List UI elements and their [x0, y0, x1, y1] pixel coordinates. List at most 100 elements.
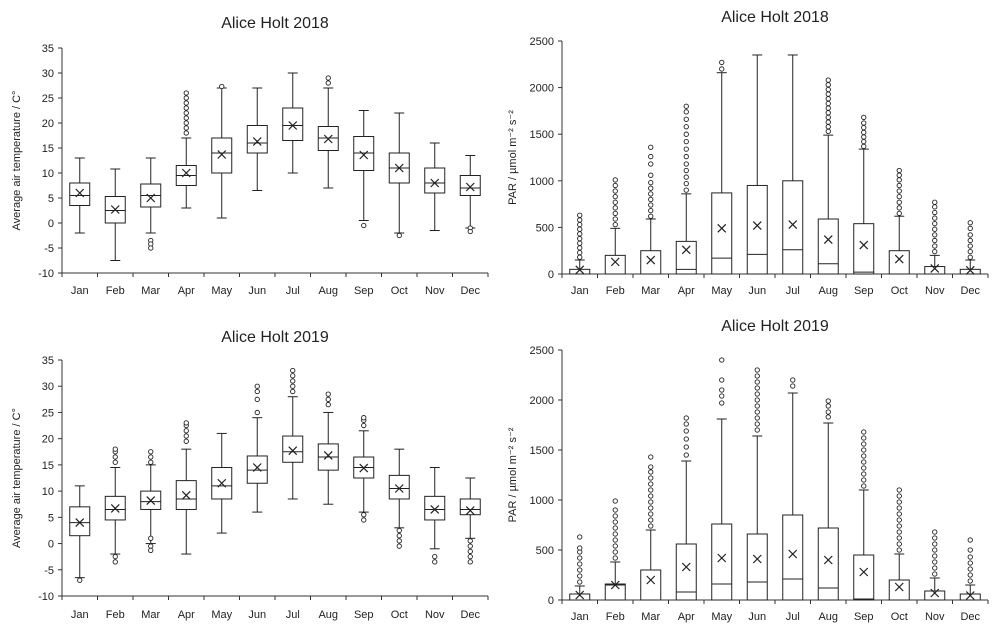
mean-marker [465, 182, 475, 192]
y-tick-label: 25 [42, 93, 54, 105]
mean-marker [610, 580, 620, 590]
y-axis-label: Average air temperature / C° [11, 91, 23, 231]
mean-marker [965, 265, 975, 275]
x-tick-label: Oct [391, 285, 408, 297]
outlier-point [719, 357, 725, 363]
outlier-point [183, 428, 189, 434]
outlier-point [896, 172, 902, 178]
outlier-point [932, 243, 938, 249]
box [459, 175, 481, 196]
box [888, 579, 910, 601]
outlier-point [825, 414, 831, 420]
outlier-point [825, 77, 831, 83]
x-tick-label: May [711, 611, 732, 623]
outlier-point [577, 217, 583, 223]
y-tick-label: 0 [548, 595, 554, 607]
x-tick-label: Sep [354, 609, 374, 621]
outlier-point [967, 560, 973, 566]
outlier-point [577, 240, 583, 246]
outlier-point [683, 436, 689, 442]
y-tick-label: 25 [42, 407, 54, 419]
mean-marker [788, 220, 798, 230]
outlier-point [683, 415, 689, 421]
outlier-point [612, 549, 618, 555]
outlier-point [612, 507, 618, 513]
box [388, 474, 410, 500]
outlier-point [861, 120, 867, 126]
outlier-point [648, 523, 654, 529]
outlier-point [825, 403, 831, 409]
outlier-point [932, 237, 938, 244]
x-tick-label: Feb [106, 285, 125, 297]
mean-marker [575, 590, 585, 600]
outlier-point [754, 385, 760, 391]
outlier-point [254, 383, 260, 389]
mean-marker [430, 178, 440, 188]
mean-marker [146, 193, 156, 203]
y-tick-label: 20 [42, 118, 54, 130]
outlier-point [825, 119, 831, 125]
y-tick-label: 30 [42, 68, 54, 80]
box [69, 182, 91, 206]
outlier-point [577, 245, 583, 251]
outlier-point [790, 377, 796, 383]
outlier-point [896, 511, 902, 517]
x-tick-label: Jul [286, 285, 300, 297]
box [711, 523, 733, 601]
outlier-point [861, 134, 867, 140]
outlier-point [467, 554, 473, 560]
outlier-point [577, 254, 583, 260]
x-tick-label: Jun [248, 285, 266, 297]
outlier-point [683, 180, 689, 187]
x-tick-label: Jun [248, 609, 266, 621]
outlier-point [577, 534, 583, 540]
outlier-point [648, 172, 654, 178]
outlier-point [932, 204, 938, 210]
outlier-point [896, 499, 902, 505]
y-axis-label: PAR / µmol m⁻² s⁻² [507, 427, 519, 522]
mean-marker [859, 567, 869, 577]
mean-marker [217, 150, 227, 159]
outlier-point [612, 537, 618, 543]
outlier-point [77, 577, 83, 583]
outlier-point [719, 377, 725, 383]
outlier-point [183, 110, 189, 116]
x-tick-label: Nov [925, 285, 945, 297]
outlier-point [612, 188, 618, 194]
box [640, 569, 662, 601]
outlier-point [896, 182, 902, 189]
mean-marker [75, 518, 85, 528]
mean-marker [465, 506, 475, 515]
chart-title: Alice Holt 2018 [721, 9, 829, 26]
outlier-point [219, 83, 225, 90]
outlier-point [577, 235, 583, 242]
outlier-point [967, 237, 973, 244]
x-tick-label: Jul [286, 609, 300, 621]
outlier-point [361, 422, 367, 429]
x-tick-label: Feb [606, 285, 625, 297]
outlier-point [825, 100, 831, 107]
box [675, 543, 697, 601]
outlier-point [932, 226, 938, 232]
box [604, 254, 626, 275]
outlier-point [577, 579, 583, 585]
x-tick-label: Sep [354, 285, 374, 297]
box [817, 218, 839, 275]
x-tick-label: Aug [818, 611, 838, 623]
y-tick-label: 20 [42, 434, 54, 446]
outlier-point [790, 383, 796, 389]
outlier-point [612, 555, 618, 561]
x-tick-label: Apr [678, 285, 695, 297]
outlier-point [825, 91, 831, 97]
outlier-point [361, 415, 367, 421]
x-tick-label: Sep [854, 285, 874, 297]
outlier-point [648, 144, 654, 150]
chart-svg-par-2019: Alice Holt 2019 PAR / µmol m⁻² s⁻² 0 500 100… [507, 318, 989, 623]
outlier-point [577, 212, 583, 218]
box [782, 180, 804, 275]
x-tick-label: Jun [748, 285, 766, 297]
outlier-point [396, 543, 402, 549]
box [853, 554, 875, 601]
y-tick-label: 1500 [530, 129, 554, 141]
y-tick-label: 1000 [530, 495, 554, 507]
